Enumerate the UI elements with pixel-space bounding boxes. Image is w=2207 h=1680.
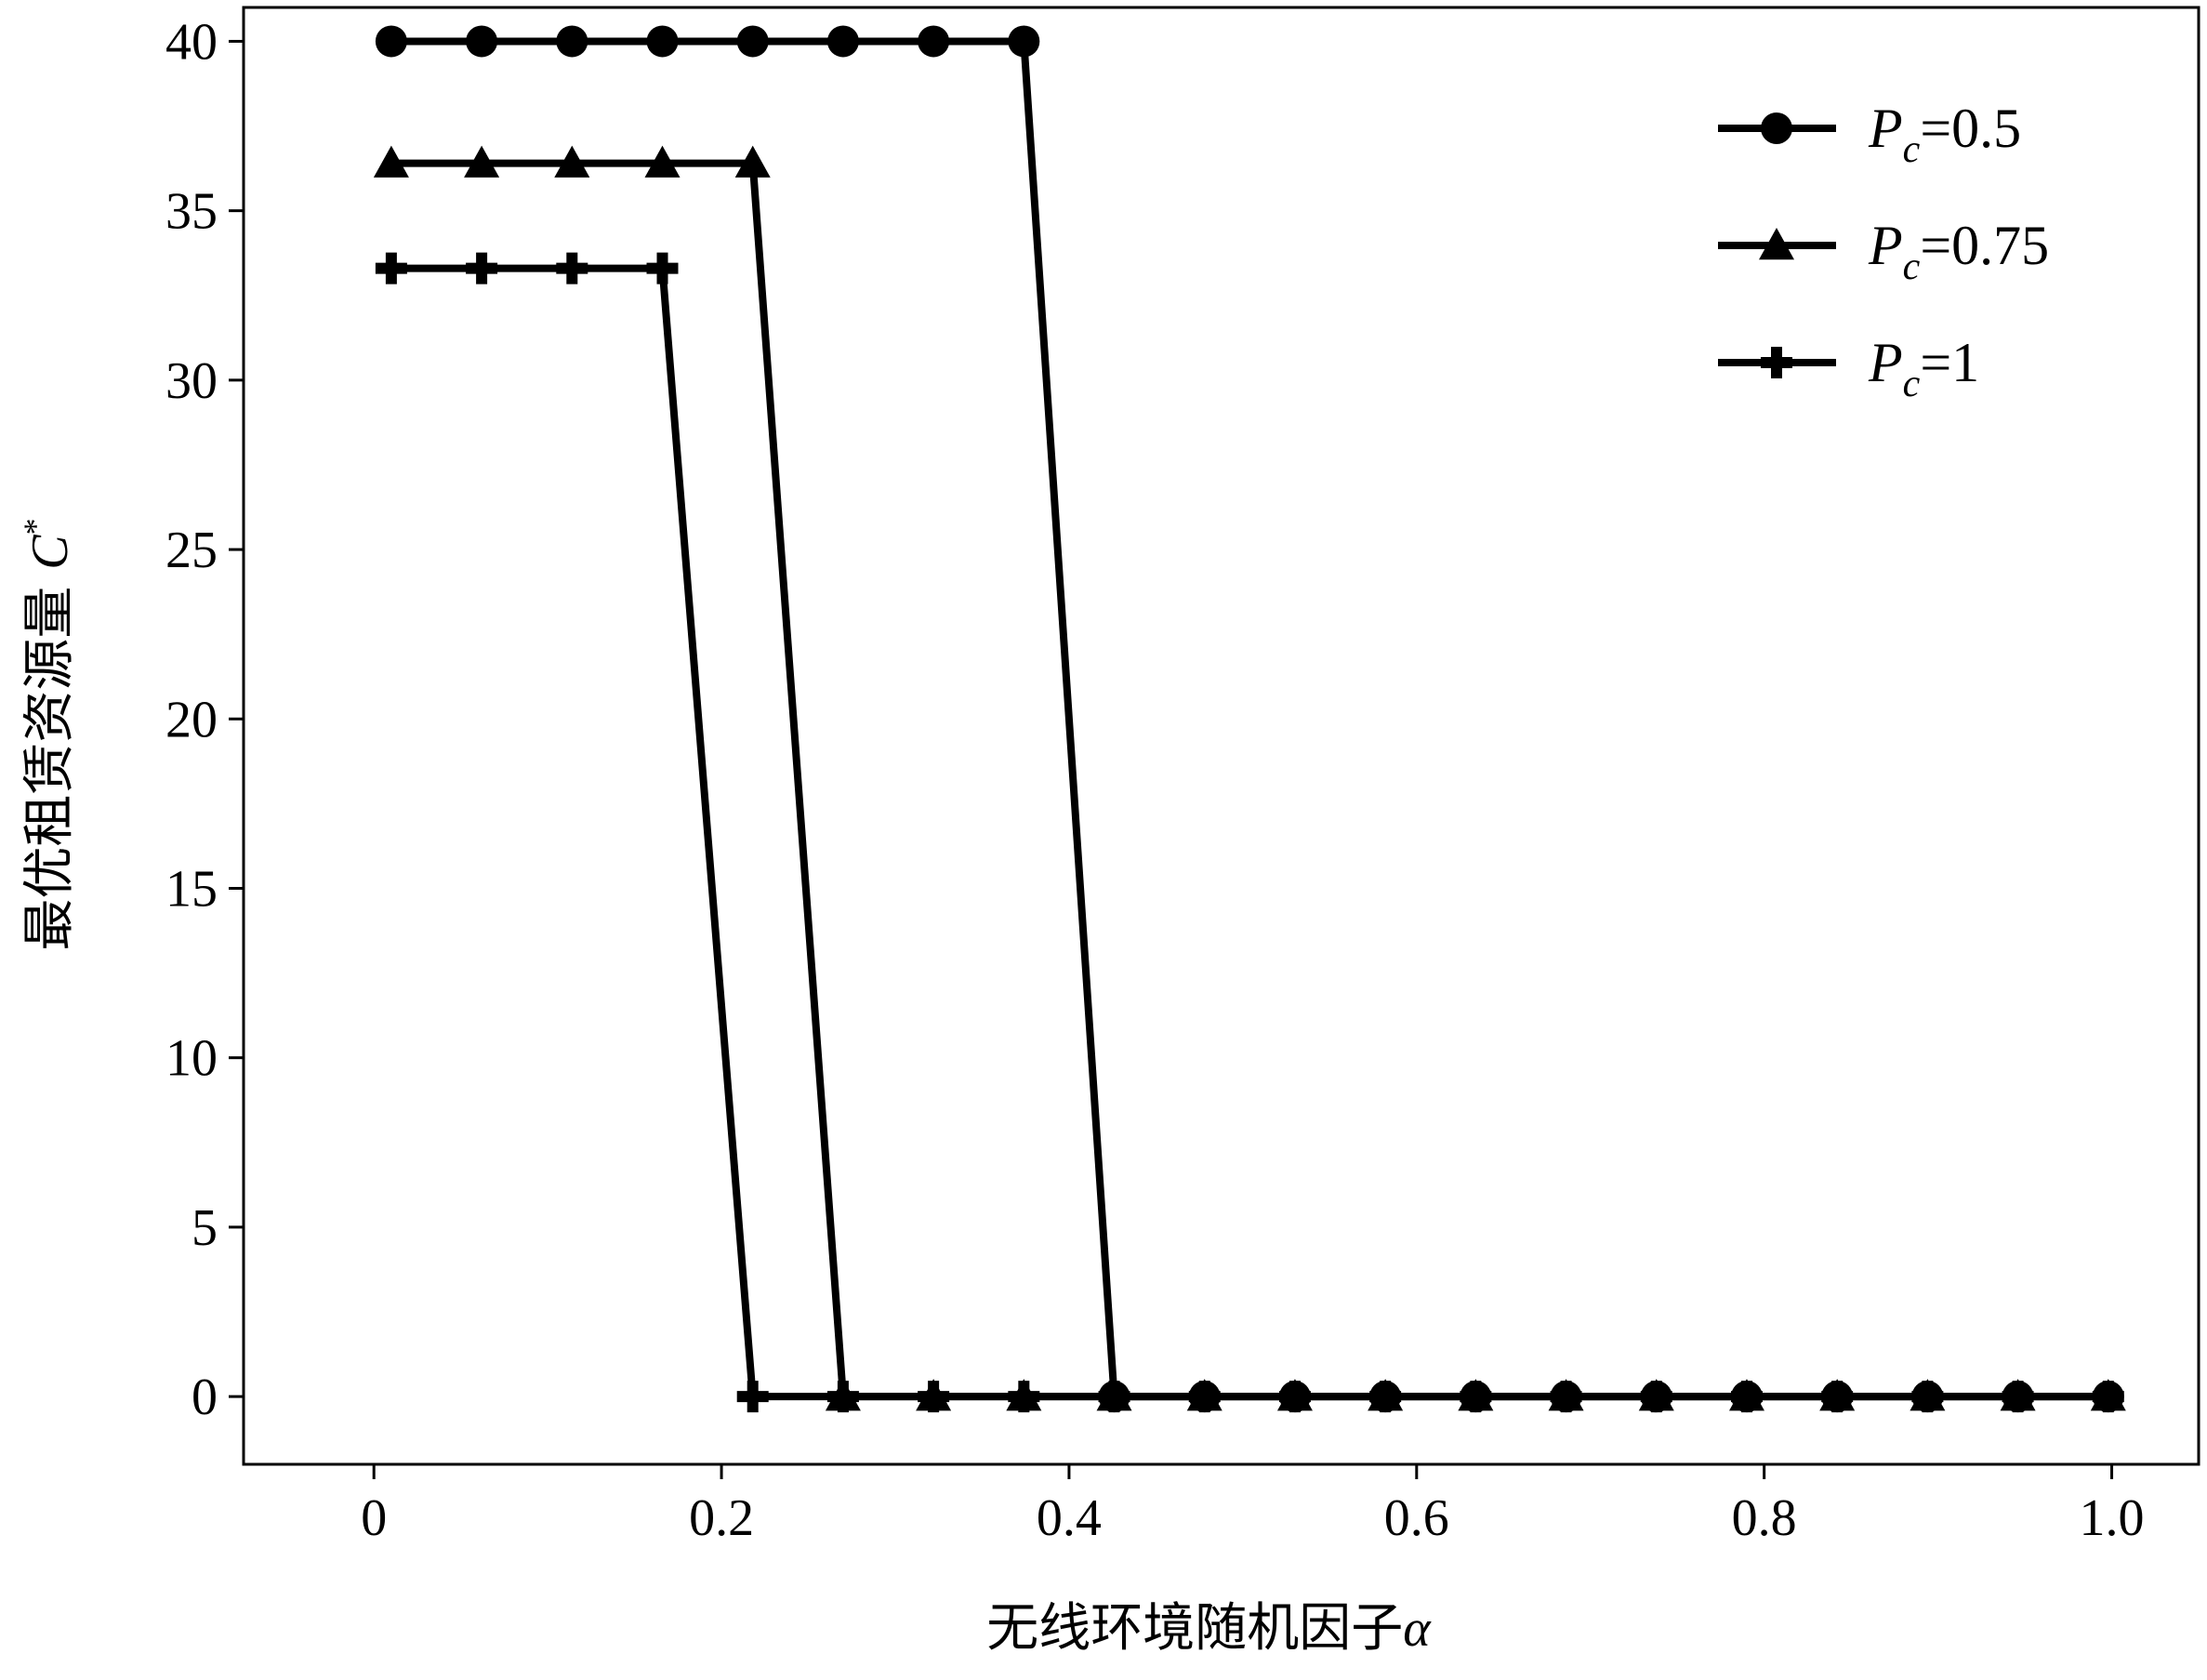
legend-label: Pc=0.5	[1868, 98, 2021, 171]
y-tick-label: 30	[165, 352, 218, 410]
data-point-triangle	[734, 145, 771, 178]
data-point-triangle	[554, 145, 590, 178]
data-point-plus	[736, 1381, 769, 1413]
data-point-plus	[2002, 1381, 2034, 1413]
data-point-plus	[556, 252, 588, 284]
legend-item: Pc=1	[1718, 332, 1979, 405]
series-line	[390, 37, 2108, 1401]
plot-area-frame	[242, 6, 2200, 1466]
y-axis-title: 最优租赁资源量 C*	[17, 518, 80, 950]
legend-marker-triangle	[1759, 228, 1794, 260]
legend-label: Pc=0.75	[1868, 215, 2049, 288]
data-point-circle	[556, 25, 588, 58]
legend-item: Pc=0.75	[1718, 215, 2049, 288]
x-tick-label: 0	[361, 1489, 387, 1547]
data-point-plus	[1730, 1381, 1763, 1413]
data-point-plus	[1821, 1381, 1854, 1413]
x-tick-label: 0.8	[1732, 1489, 1797, 1547]
data-point-plus	[1640, 1381, 1672, 1413]
legend-marker-plus	[1761, 347, 1792, 378]
legend-marker-circle	[1761, 112, 1792, 144]
x-axis-symbol: α	[1403, 1600, 1432, 1658]
y-tick-label: 20	[165, 691, 218, 748]
y-tick-label: 35	[165, 183, 218, 241]
data-point-plus	[2092, 1381, 2124, 1413]
data-point-circle	[826, 25, 859, 58]
series-layer	[373, 25, 2126, 1413]
x-axis-title: 无线环境随机因子α	[986, 1598, 1432, 1659]
data-point-plus	[1369, 1381, 1402, 1413]
data-point-circle	[736, 25, 769, 58]
data-point-plus	[1911, 1381, 1944, 1413]
x-axis-ticks: 0 0.2 0.4 0.6 0.8 1.0	[361, 1464, 2145, 1547]
data-point-plus	[646, 252, 679, 284]
data-point-triangle	[373, 145, 409, 178]
y-tick-label: 25	[165, 522, 218, 579]
x-tick-label: 1.0	[2080, 1489, 2145, 1547]
data-point-plus	[826, 1381, 859, 1413]
data-point-plus	[1098, 1381, 1130, 1413]
data-point-plus	[1008, 1381, 1040, 1413]
series-triangle	[373, 145, 2126, 1411]
y-tick-label: 40	[165, 13, 218, 71]
x-tick-label: 0.6	[1384, 1489, 1449, 1547]
legend: Pc=0.5 Pc=0.75 Pc=1	[1718, 98, 2049, 405]
data-point-plus	[1188, 1381, 1221, 1413]
series-circle	[375, 25, 2124, 1413]
y-tick-label: 15	[165, 860, 218, 918]
y-axis-superscript: *	[17, 518, 54, 535]
data-point-plus	[1550, 1381, 1582, 1413]
series-plus	[375, 252, 2124, 1413]
data-point-plus	[918, 1381, 950, 1413]
data-point-triangle	[644, 145, 681, 178]
series-line	[390, 264, 2108, 1401]
data-point-circle	[646, 25, 679, 58]
data-point-plus	[466, 252, 498, 284]
y-axis-symbol: C	[21, 535, 79, 570]
data-point-circle	[375, 25, 407, 58]
data-point-circle	[918, 25, 950, 58]
series-line	[390, 159, 2108, 1401]
x-tick-label: 0.4	[1037, 1489, 1102, 1547]
x-tick-label: 0.2	[689, 1489, 754, 1547]
data-point-triangle	[464, 145, 500, 178]
data-point-plus	[375, 252, 407, 284]
y-tick-label: 5	[192, 1199, 218, 1257]
data-point-plus	[1278, 1381, 1311, 1413]
legend-label: Pc=1	[1868, 332, 1979, 405]
legend-item: Pc=0.5	[1718, 98, 2021, 171]
y-tick-label: 10	[165, 1030, 218, 1088]
data-point-circle	[1008, 25, 1040, 58]
y-axis-ticks: 0 5 10 15 20 25 30 35 40	[165, 13, 244, 1426]
y-tick-label: 0	[192, 1369, 218, 1426]
data-point-plus	[1460, 1381, 1492, 1413]
data-point-circle	[466, 25, 498, 58]
